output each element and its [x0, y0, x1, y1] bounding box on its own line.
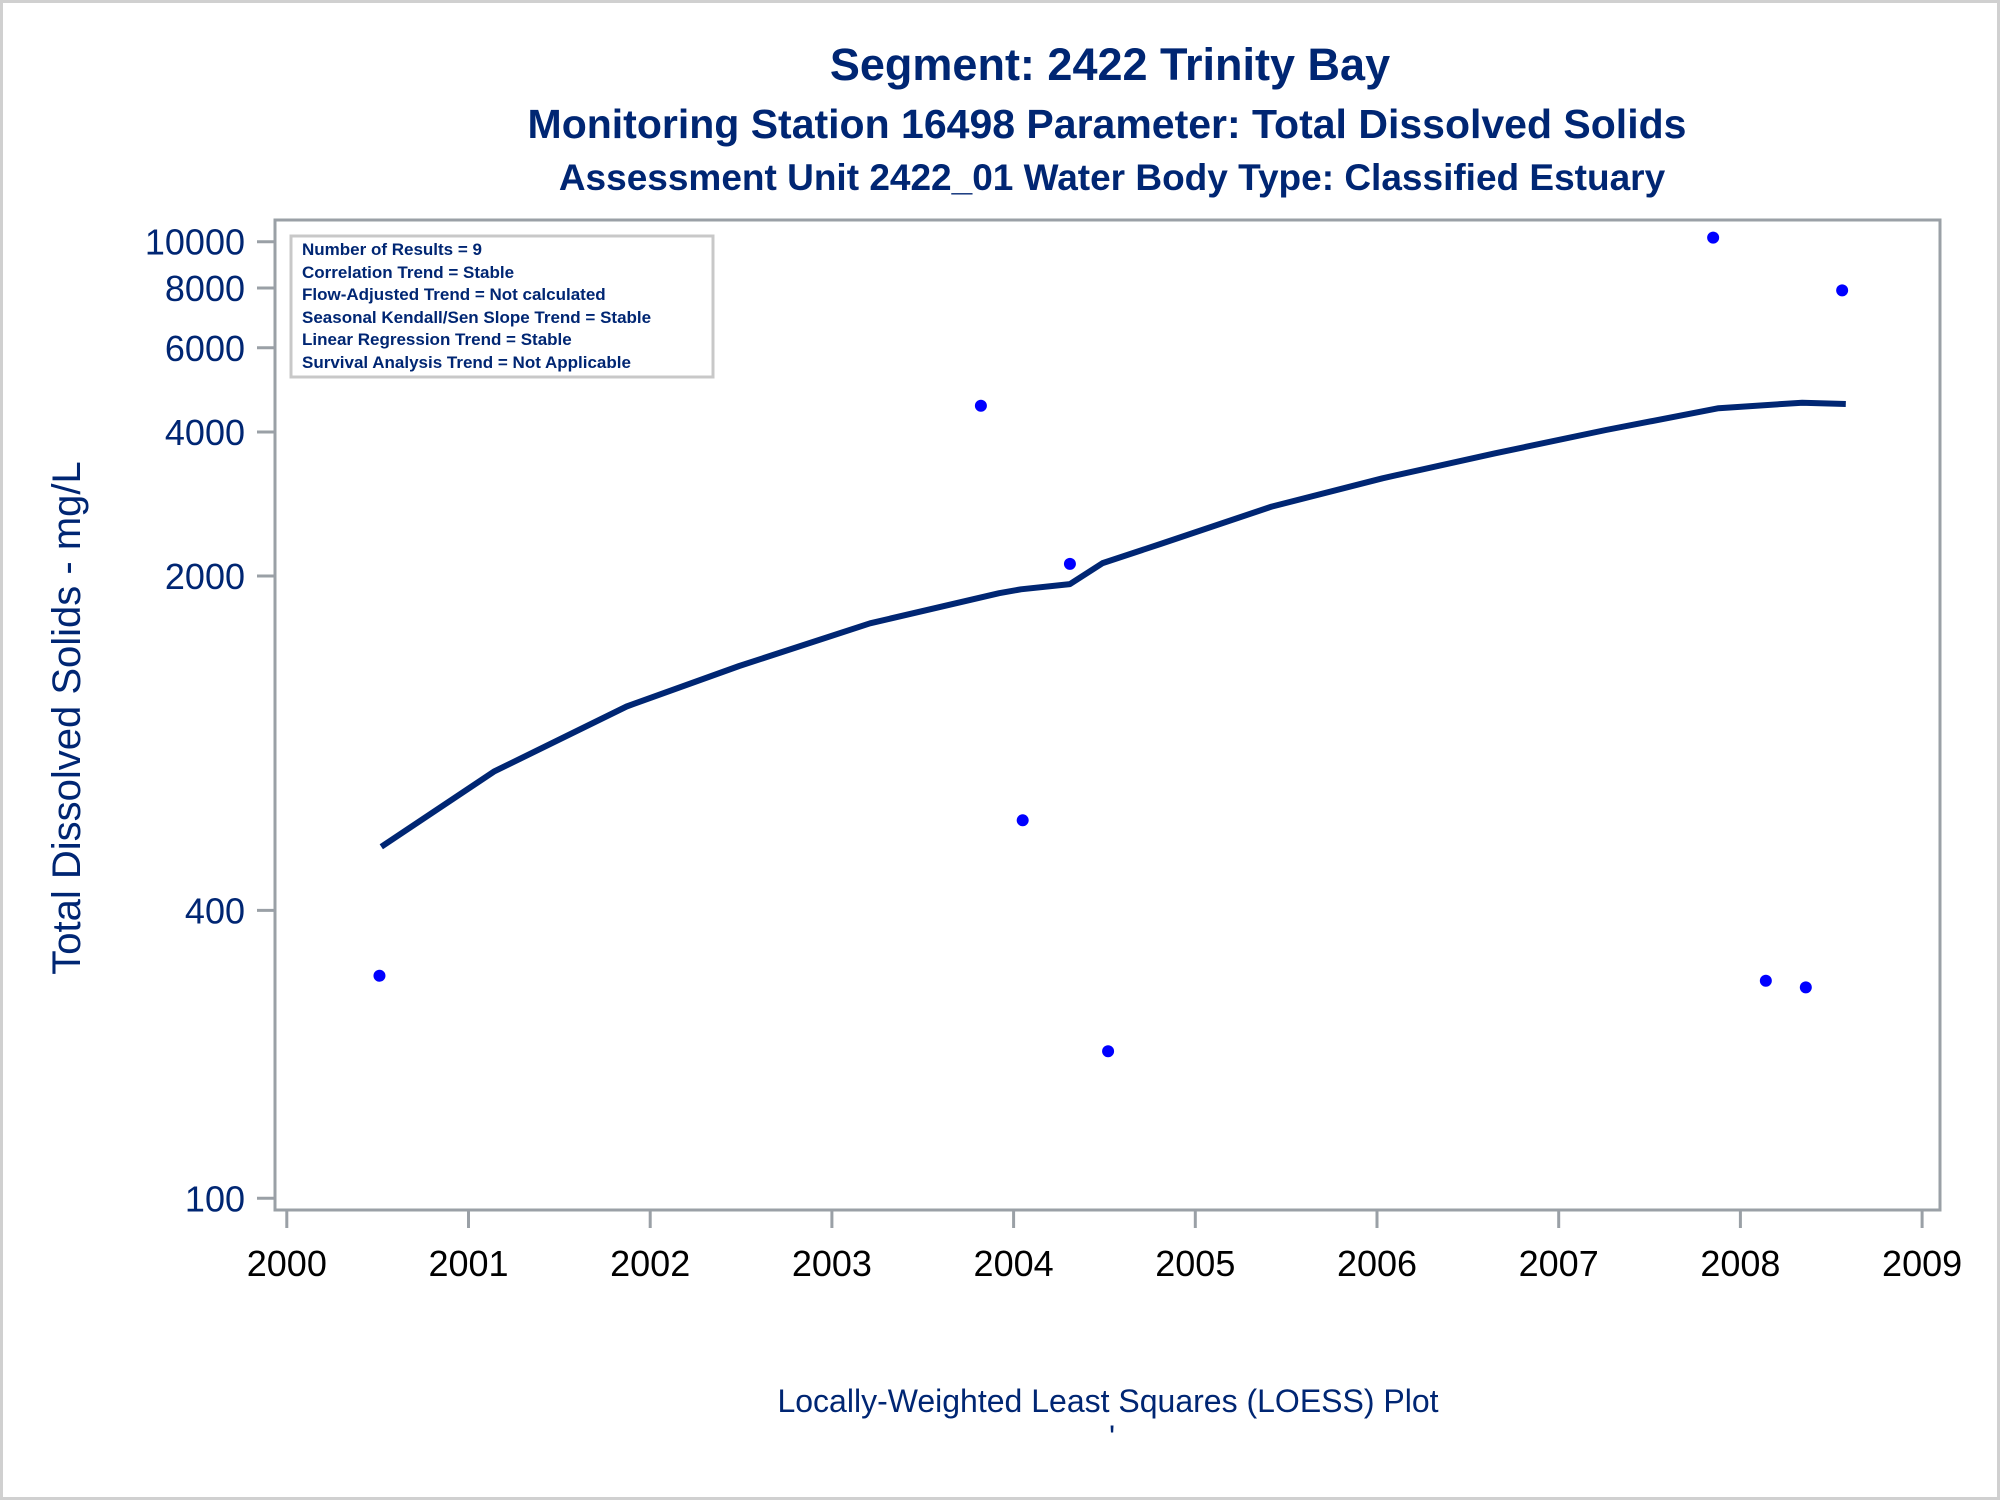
- x-axis: 2000 2001 2002 2003 2004 2005 2006 2007 2008 2009: [247, 1210, 1962, 1284]
- y-tick-label: 400: [185, 890, 245, 931]
- stats-line-linear-regression: Linear Regression Trend = Stable: [302, 330, 572, 349]
- x-tick-label: 2008: [1700, 1243, 1780, 1284]
- y-tick-label: 4000: [165, 412, 245, 453]
- y-tick-label: 6000: [165, 328, 245, 369]
- data-point: [1799, 981, 1812, 994]
- data-point: [1836, 284, 1849, 297]
- x-tick-label: 2007: [1519, 1243, 1599, 1284]
- data-point: [1016, 814, 1029, 827]
- plot-area: [273, 218, 1942, 1212]
- x-tick-label: 2009: [1882, 1243, 1962, 1284]
- footnote-plot-type: Locally-Weighted Least Squares (LOESS) P…: [777, 1383, 1438, 1419]
- x-tick-label: 2004: [974, 1243, 1054, 1284]
- stats-box-border: [289, 234, 715, 379]
- data-point: [373, 969, 386, 982]
- x-tick-label: 2003: [792, 1243, 872, 1284]
- x-tick-label: 2000: [247, 1243, 327, 1284]
- stats-line-correlation: Correlation Trend = Stable: [302, 263, 514, 282]
- y-axis: 100 400 2000 4000 6000 8000 10000: [145, 222, 275, 1219]
- loess-line: [379, 399, 1846, 850]
- chart-subtitle-assessment: Assessment Unit 2422_01 Water Body Type:…: [559, 157, 1666, 198]
- data-point: [1707, 231, 1720, 244]
- footnote-mark: ': [1109, 1419, 1115, 1455]
- y-tick-label: 100: [185, 1178, 245, 1219]
- x-tick-label: 2001: [428, 1243, 508, 1284]
- stats-line-survival-analysis: Survival Analysis Trend = Not Applicable: [302, 353, 631, 372]
- data-point: [1063, 557, 1076, 570]
- x-tick-label: 2005: [1155, 1243, 1235, 1284]
- stats-line-flow-adjusted: Flow-Adjusted Trend = Not calculated: [302, 285, 606, 304]
- data-point: [1102, 1045, 1115, 1058]
- observation-points: [373, 231, 1849, 1058]
- x-tick-label: 2002: [610, 1243, 690, 1284]
- data-point: [1759, 974, 1772, 987]
- y-axis-label: Total Dissolved Solids - mg/L: [45, 461, 89, 975]
- y-tick-label: 8000: [165, 268, 245, 309]
- stats-line-seasonal-kendall: Seasonal Kendall/Sen Slope Trend = Stabl…: [302, 308, 651, 327]
- y-tick-label: 2000: [165, 556, 245, 597]
- y-tick-label: 10000: [145, 222, 245, 263]
- stats-line-results: Number of Results = 9: [302, 240, 482, 259]
- chart-title: Segment: 2422 Trinity Bay: [830, 39, 1390, 90]
- chart-subtitle-station: Monitoring Station 16498 Parameter: Tota…: [528, 101, 1687, 147]
- x-tick-label: 2006: [1337, 1243, 1417, 1284]
- stats-box: Number of Results = 9 Correlation Trend …: [289, 234, 715, 379]
- data-point: [974, 399, 987, 412]
